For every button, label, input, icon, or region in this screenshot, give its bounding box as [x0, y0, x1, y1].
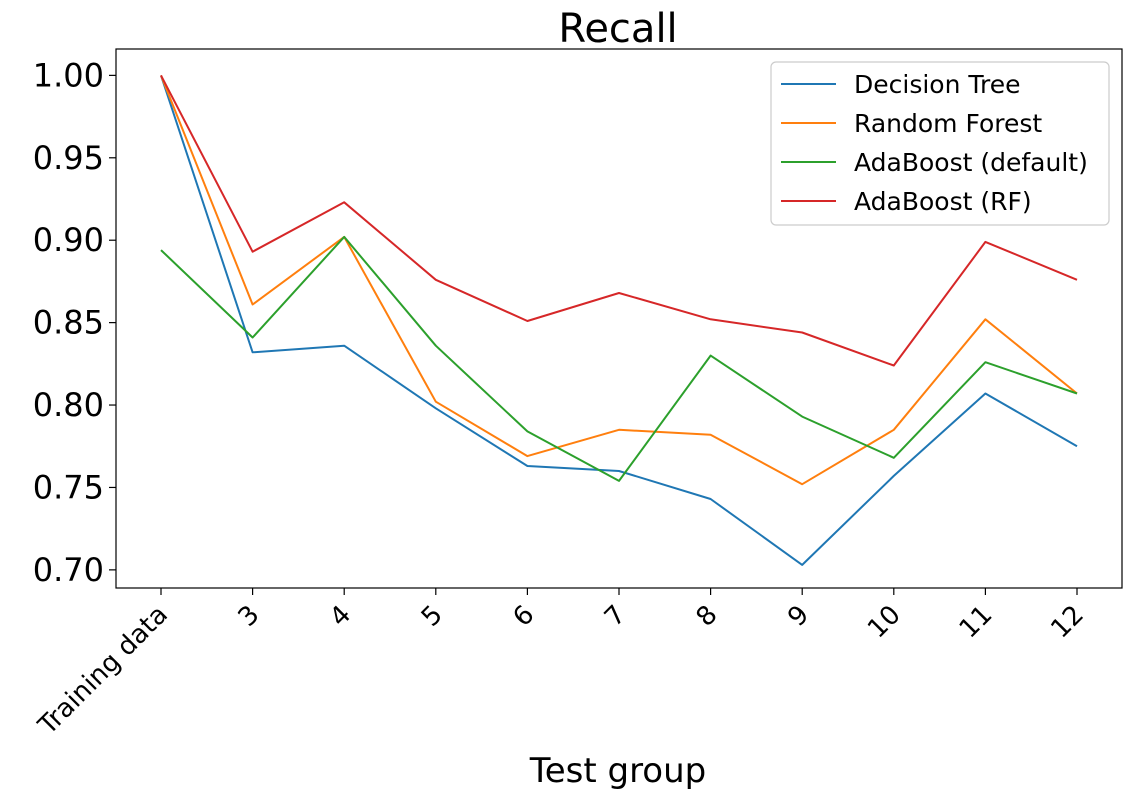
series-line-decision-tree — [160, 75, 1078, 566]
x-tick-label: 9 — [782, 600, 815, 633]
x-axis: Training data 3 4 5 6 7 8 9 10 11 12 — [32, 588, 1090, 741]
y-tick-label: 0.85 — [33, 304, 104, 342]
x-tick-label: 11 — [954, 600, 999, 645]
x-tick-label: 8 — [691, 600, 724, 633]
series-group — [160, 74, 1078, 566]
series-line-adaboost-default — [160, 235, 1078, 482]
x-tick-label: 12 — [1045, 600, 1090, 645]
legend-label: AdaBoost (default) — [854, 148, 1088, 177]
y-axis: 0.70 0.75 0.80 0.85 0.90 0.95 1.00 — [33, 56, 116, 589]
y-tick-label: 0.80 — [33, 386, 104, 424]
legend-box — [770, 61, 1110, 226]
y-tick-label: 0.75 — [33, 468, 104, 506]
legend: Decision Tree Random Forest AdaBoost (defa… — [770, 61, 1110, 226]
x-tick-label: 5 — [416, 600, 449, 633]
y-tick-label: 0.70 — [33, 551, 104, 589]
x-tick-label: Training data — [32, 600, 174, 742]
y-tick-label: 0.95 — [33, 139, 104, 177]
legend-label: AdaBoost (RF) — [854, 187, 1032, 216]
x-axis-label: Test group — [529, 751, 707, 791]
x-tick-label: 4 — [324, 600, 357, 633]
legend-label: Random Forest — [854, 109, 1042, 138]
series-line-random-forest — [160, 75, 1078, 486]
x-tick-label: 10 — [862, 600, 907, 645]
chart-title: Recall — [558, 6, 677, 52]
y-tick-label: 0.90 — [33, 221, 104, 259]
legend-label: Decision Tree — [854, 70, 1020, 99]
x-tick-label: 7 — [599, 600, 632, 633]
x-tick-label: 3 — [233, 600, 266, 633]
x-tick-label: 6 — [507, 600, 540, 633]
series-line-adaboost-rf — [160, 74, 1078, 367]
y-tick-label: 1.00 — [33, 56, 104, 94]
